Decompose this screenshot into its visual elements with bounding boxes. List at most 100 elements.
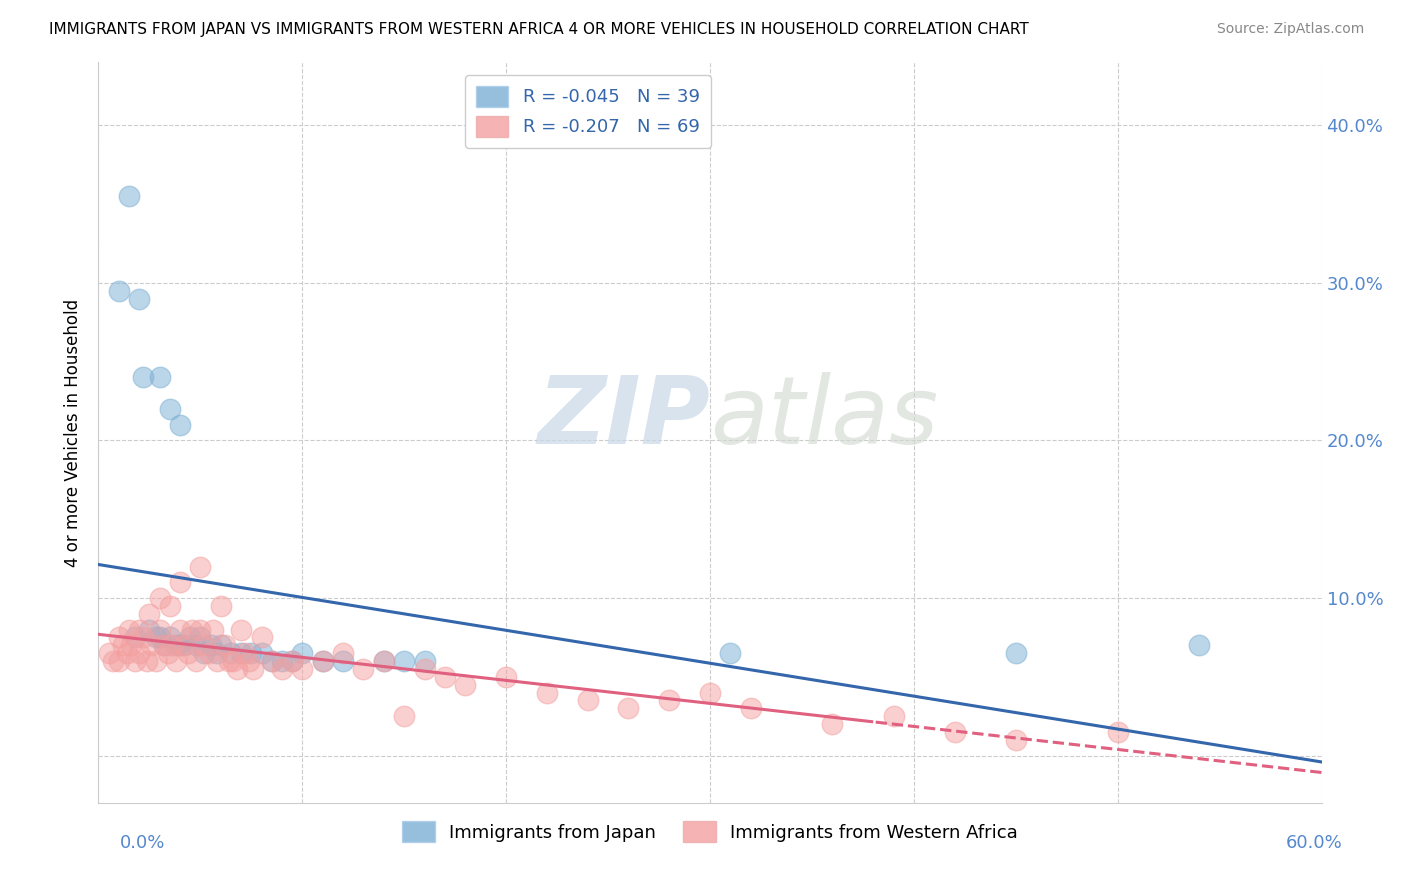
Point (231, 623, 253, 637)
Point (233, 646, 256, 660)
Point (1004, 732, 1026, 747)
Point (740, 701, 762, 715)
Point (291, 662, 314, 676)
Point (270, 654, 294, 668)
Point (188, 623, 212, 637)
Point (169, 638, 191, 652)
Text: atlas: atlas (710, 372, 938, 463)
Point (240, 646, 263, 660)
Point (413, 654, 436, 668)
Point (495, 670, 517, 684)
Point (111, 638, 134, 652)
Legend: Immigrants from Japan, Immigrants from Western Africa: Immigrants from Japan, Immigrants from W… (395, 814, 1025, 849)
Point (108, 284, 131, 298)
Point (332, 654, 354, 668)
Point (120, 638, 142, 652)
Point (101, 654, 124, 668)
Text: IMMIGRANTS FROM JAPAN VS IMMIGRANTS FROM WESTERN AFRICA 4 OR MORE VEHICLES IN HO: IMMIGRANTS FROM JAPAN VS IMMIGRANTS FROM… (49, 22, 1029, 37)
Point (332, 646, 354, 660)
Point (160, 638, 183, 652)
Point (108, 631, 131, 645)
Point (169, 623, 191, 637)
Point (197, 646, 219, 660)
Point (1107, 725, 1129, 739)
Point (209, 638, 232, 652)
Point (169, 417, 191, 432)
Point (718, 646, 742, 660)
Point (226, 662, 249, 676)
Point (152, 638, 174, 652)
Y-axis label: 4 or more Vehicles in Household: 4 or more Vehicles in Household (65, 299, 83, 566)
Point (136, 654, 159, 668)
Point (392, 709, 416, 723)
Point (281, 654, 304, 668)
Point (97, 646, 120, 660)
Point (138, 623, 160, 637)
Point (145, 631, 167, 645)
Point (165, 654, 187, 668)
Text: 0.0%: 0.0% (120, 834, 165, 852)
Point (173, 638, 195, 652)
Point (179, 631, 201, 645)
Point (186, 654, 208, 668)
Point (218, 654, 240, 668)
Point (201, 623, 224, 637)
Point (1004, 646, 1026, 660)
Point (152, 638, 174, 652)
Point (392, 654, 416, 668)
Point (181, 623, 204, 637)
Point (209, 599, 232, 613)
Point (699, 685, 721, 699)
Point (108, 654, 131, 668)
Point (373, 654, 395, 668)
Point (188, 559, 212, 574)
Point (159, 402, 181, 417)
Point (169, 575, 191, 590)
Point (156, 646, 179, 660)
Point (250, 631, 273, 645)
Point (281, 654, 304, 668)
Point (145, 654, 167, 668)
Point (186, 638, 208, 652)
Point (138, 607, 160, 621)
Point (658, 693, 681, 707)
Point (291, 646, 314, 660)
Point (434, 670, 457, 684)
Point (128, 623, 150, 637)
Point (149, 591, 172, 605)
Point (128, 292, 150, 306)
Point (1188, 638, 1211, 652)
Point (312, 654, 335, 668)
Point (260, 654, 283, 668)
Point (617, 701, 640, 715)
Point (118, 189, 141, 203)
Point (165, 638, 187, 652)
Point (242, 662, 264, 676)
Point (149, 370, 172, 384)
Point (214, 638, 236, 652)
Point (128, 646, 150, 660)
Point (159, 631, 181, 645)
Point (821, 717, 844, 731)
Point (413, 662, 436, 676)
Point (352, 662, 374, 676)
Point (883, 709, 905, 723)
Point (222, 654, 245, 668)
Point (177, 646, 200, 660)
Point (231, 646, 253, 660)
Point (260, 654, 283, 668)
Point (193, 646, 215, 660)
Point (943, 725, 966, 739)
Point (115, 646, 138, 660)
Point (205, 654, 228, 668)
Point (173, 638, 195, 652)
Point (132, 370, 155, 384)
Point (124, 631, 146, 645)
Point (219, 646, 242, 660)
Point (149, 623, 172, 637)
Point (141, 638, 163, 652)
Point (159, 599, 181, 613)
Text: 60.0%: 60.0% (1286, 834, 1343, 852)
Text: ZIP: ZIP (537, 372, 710, 464)
Point (454, 678, 477, 692)
